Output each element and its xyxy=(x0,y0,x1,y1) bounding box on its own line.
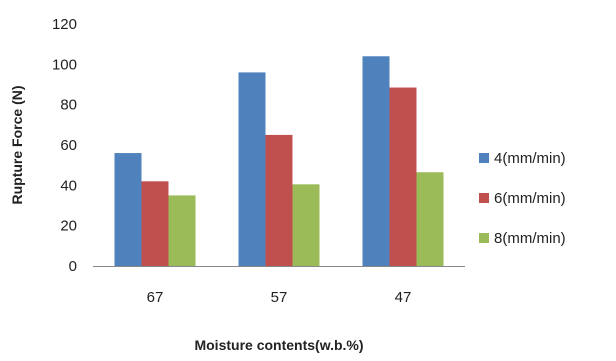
y-tick-label: 80 xyxy=(60,97,77,114)
y-axis-title: Rupture Force (N) xyxy=(9,86,25,205)
y-axis-ticks: 0 20 40 60 80 100 120 xyxy=(52,16,77,275)
x-tick-label: 47 xyxy=(395,289,412,306)
bar xyxy=(265,134,293,266)
legend-label: 8(mm/min) xyxy=(494,230,566,247)
legend-label: 4(mm/min) xyxy=(494,150,566,167)
legend-swatch xyxy=(479,193,489,203)
bar xyxy=(141,181,169,266)
bar xyxy=(389,87,417,267)
y-tick-label: 60 xyxy=(60,137,77,154)
y-tick-label: 40 xyxy=(60,177,77,194)
bar xyxy=(416,172,444,266)
x-axis-title: Moisture contents(w.b.%) xyxy=(194,337,363,353)
bars xyxy=(114,56,444,267)
y-tick-label: 0 xyxy=(69,258,77,275)
y-tick-label: 120 xyxy=(52,16,77,33)
legend-swatch xyxy=(479,233,489,243)
legend-label: 6(mm/min) xyxy=(494,190,566,207)
legend-swatch xyxy=(479,153,489,163)
bar xyxy=(292,184,320,266)
bar xyxy=(114,153,142,266)
bar xyxy=(362,56,390,267)
x-tick-label: 57 xyxy=(271,289,288,306)
y-tick-label: 20 xyxy=(60,218,77,235)
bar xyxy=(168,195,196,266)
bar xyxy=(238,72,266,267)
x-axis-ticks: 67 57 47 xyxy=(147,289,412,306)
legend: 4(mm/min) 6(mm/min) 8(mm/min) xyxy=(479,150,566,247)
y-tick-label: 100 xyxy=(52,56,77,73)
x-tick-label: 67 xyxy=(147,289,164,306)
